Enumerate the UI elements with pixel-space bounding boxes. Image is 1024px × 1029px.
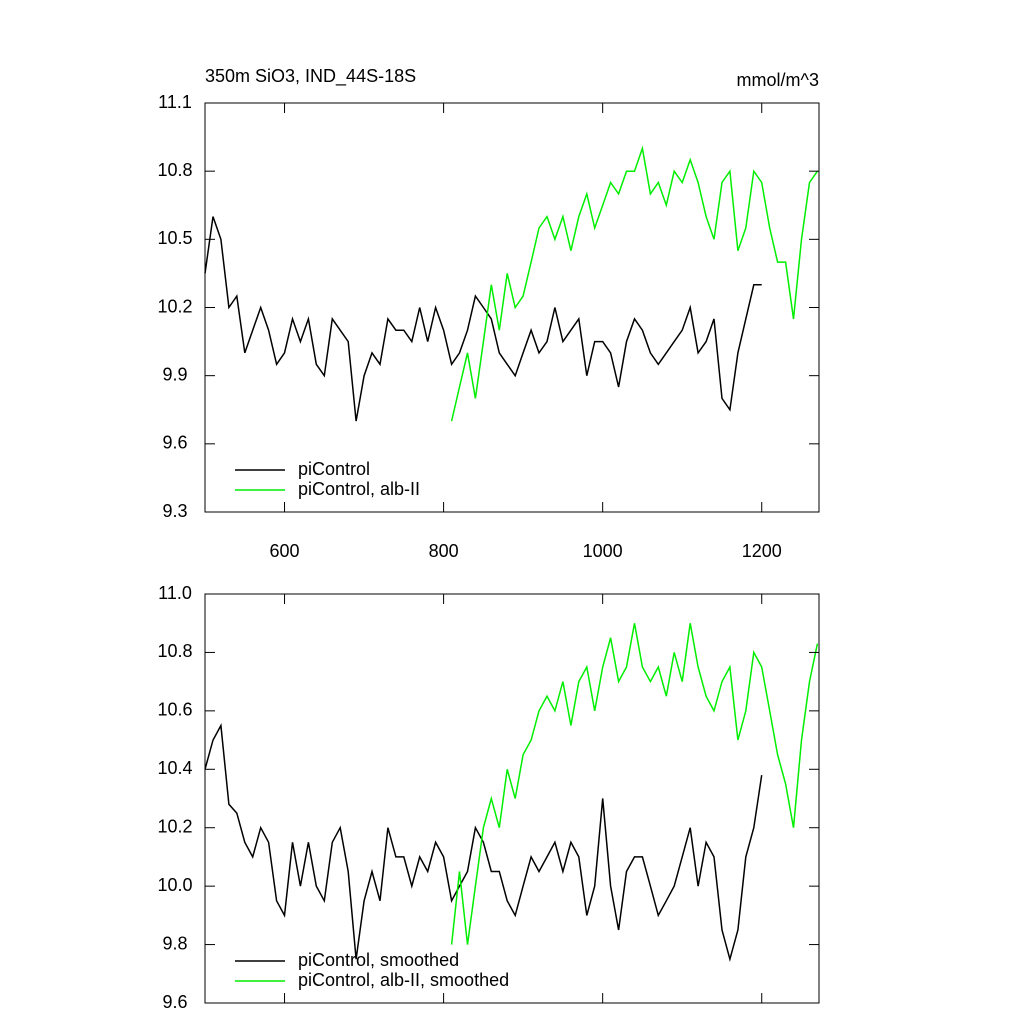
y-tick-label: 10.2 <box>157 816 192 836</box>
units-label: mmol/m^3 <box>737 70 819 90</box>
plot-frame <box>204 102 820 513</box>
legend-label: piControl, smoothed <box>298 950 459 970</box>
x-tick-label: 1000 <box>583 541 623 561</box>
y-tick-label: 10.8 <box>157 641 192 661</box>
series-line <box>450 145 819 422</box>
y-tick-label: 10.6 <box>157 700 192 720</box>
y-tick-label: 9.3 <box>162 501 187 521</box>
series-line <box>450 623 819 945</box>
y-tick-label: 11.0 <box>158 583 192 603</box>
y-tick-label: 11.1 <box>158 92 192 112</box>
series-line <box>204 722 763 963</box>
y-tick-label: 10.2 <box>157 296 192 316</box>
y-tick-label: 10.5 <box>157 228 192 248</box>
y-tick-label: 9.6 <box>162 992 187 1012</box>
series-line <box>204 216 762 422</box>
y-tick-label: 9.6 <box>162 433 187 453</box>
y-tick-label: 10.0 <box>157 875 192 895</box>
y-tick-label: 10.8 <box>157 160 192 180</box>
legend-label: piControl, alb-II <box>298 479 420 499</box>
x-tick-label: 1200 <box>742 541 782 561</box>
legend-label: piControl, alb-II, smoothed <box>298 970 509 990</box>
chart-title: 350m SiO3, IND_44S-18S <box>205 66 416 87</box>
legend-label: piControl <box>298 459 370 479</box>
y-tick-label: 9.8 <box>162 933 187 953</box>
y-tick-label: 10.4 <box>157 758 192 778</box>
x-tick-label: 800 <box>429 541 459 561</box>
y-tick-label: 9.9 <box>162 364 187 384</box>
x-tick-label: 600 <box>270 541 300 561</box>
plot-frame <box>204 593 820 1004</box>
